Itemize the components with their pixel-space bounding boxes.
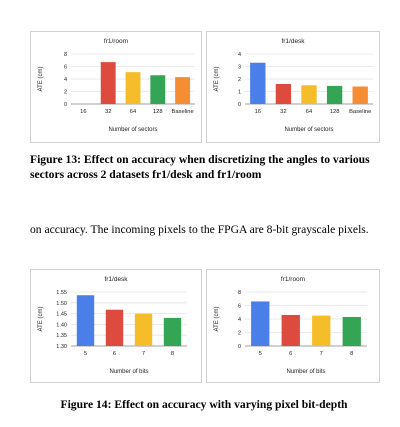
bar — [342, 316, 361, 346]
x-tick-label: 8 — [350, 351, 353, 357]
y-tick-label: 8 — [238, 290, 241, 296]
chart-title: fr1/desk — [104, 276, 128, 283]
x-tick-label: 16 — [255, 109, 261, 115]
bar — [275, 84, 292, 104]
bar — [76, 295, 95, 346]
x-tick-label: 5 — [259, 351, 262, 357]
chart-fr1-desk-bits-svg: fr1/desk 1.30 1.35 1.40 1.45 1.50 1.55 5 6 7 8 Numb… — [38, 276, 187, 375]
x-tick-label: 7 — [142, 351, 145, 357]
y-tick-label: 1.35 — [56, 333, 67, 339]
x-tick-label: 128 — [153, 109, 163, 115]
bar — [301, 85, 317, 104]
y-tick-label: 4 — [64, 77, 67, 83]
figure13-caption: Figure 13: Effect on accuracy when discr… — [30, 153, 370, 181]
y-axis-label: ATE (cm) — [38, 67, 44, 92]
x-axis-label: Number of sectors — [284, 127, 333, 133]
bar — [281, 314, 300, 346]
x-tick-label: 8 — [171, 351, 174, 357]
chart-title: fr1/room — [281, 276, 305, 283]
y-tick-label: 1.30 — [56, 344, 67, 350]
bar — [250, 62, 266, 104]
chart-title: fr1/room — [104, 38, 128, 45]
chart-fr1-room-sectors-svg: fr1/room 0 2 4 6 8 16 32 64 128 Baseline Number of … — [38, 38, 195, 133]
chart-fr1-desk-sectors-svg: fr1/desk 0 1 2 3 4 16 32 64 128 Baseline Number of … — [214, 38, 373, 133]
y-tick-label: 1.55 — [56, 290, 67, 296]
y-axis-label: ATE (cm) — [214, 307, 220, 332]
x-tick-label: 16 — [80, 109, 86, 115]
bar — [134, 313, 153, 346]
bar — [163, 317, 182, 346]
x-tick-label: 64 — [306, 109, 313, 115]
y-tick-label: 0 — [238, 102, 241, 108]
x-tick-label: 7 — [320, 351, 323, 357]
bar — [105, 309, 124, 346]
bar — [100, 62, 116, 104]
y-tick-label: 8 — [64, 52, 67, 58]
y-tick-label: 2 — [64, 90, 67, 96]
chart-fr1-room-bits: fr1/room 0 2 4 6 8 5 6 7 8 Number of bits ATE (cm) — [206, 269, 380, 383]
chart-fr1-room-sectors: fr1/room 0 2 4 6 8 16 32 64 128 Baseline Number of … — [30, 31, 202, 143]
bar — [326, 85, 343, 104]
chart-fr1-desk-bits: fr1/desk 1.30 1.35 1.40 1.45 1.50 1.55 5 6 7 8 Numb… — [30, 269, 202, 383]
chart-title: fr1/desk — [281, 38, 305, 45]
y-axis-label: ATE (cm) — [38, 307, 44, 332]
x-axis-label: Number of sectors — [108, 127, 157, 133]
bar — [251, 301, 270, 346]
y-tick-label: 3 — [238, 65, 241, 71]
bar — [175, 77, 191, 104]
y-tick-label: 4 — [238, 52, 241, 58]
y-axis-label: ATE (cm) — [214, 67, 220, 92]
x-tick-label: Baseline — [349, 109, 371, 115]
chart-fr1-room-bits-svg: fr1/room 0 2 4 6 8 5 6 7 8 Number of bits ATE (cm) — [214, 276, 367, 375]
x-axis-label: Number of bits — [109, 369, 148, 375]
x-axis-label: Number of bits — [286, 369, 325, 375]
x-tick-label: 5 — [84, 351, 87, 357]
x-tick-label: 6 — [289, 351, 292, 357]
y-tick-label: 6 — [64, 65, 67, 71]
figure14-caption: Figure 14: Effect on accuracy with varyi… — [60, 398, 348, 411]
body-paragraph: on accuracy. The incoming pixels to the … — [30, 223, 369, 236]
y-tick-label: 0 — [64, 102, 67, 108]
x-tick-label: 64 — [130, 109, 137, 115]
x-tick-label: 32 — [280, 109, 286, 115]
bar — [352, 86, 368, 104]
x-tick-label: 32 — [105, 109, 111, 115]
bar — [125, 72, 141, 104]
y-tick-label: 1 — [238, 90, 241, 96]
bar — [150, 75, 166, 104]
y-tick-label: 2 — [238, 77, 241, 83]
y-tick-label: 1.50 — [56, 301, 67, 307]
x-tick-label: 6 — [113, 351, 116, 357]
y-tick-label: 4 — [238, 317, 241, 323]
bar — [312, 315, 331, 346]
x-tick-label: 128 — [330, 109, 340, 115]
y-tick-label: 2 — [238, 331, 241, 337]
y-tick-label: 6 — [238, 304, 241, 310]
y-tick-label: 1.45 — [56, 312, 67, 318]
y-tick-label: 1.40 — [56, 322, 67, 328]
y-tick-label: 0 — [238, 344, 241, 350]
chart-fr1-desk-sectors: fr1/desk 0 1 2 3 4 16 32 64 128 Baseline Number of … — [206, 31, 380, 143]
x-tick-label: Baseline — [171, 109, 193, 115]
